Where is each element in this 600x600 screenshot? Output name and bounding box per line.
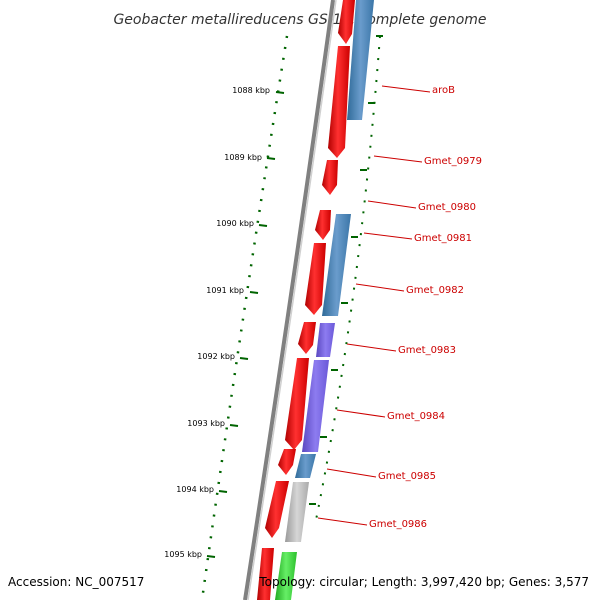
- tick-label: 1088 kbp: [232, 86, 270, 95]
- leader-line: [373, 155, 423, 163]
- gene-label: Gmet_0986: [369, 519, 427, 530]
- leader-line: [355, 283, 405, 292]
- cds-arrow: [338, 0, 355, 44]
- genome-summary-text: Topology: circular; Length: 3,997,420 bp…: [258, 575, 589, 589]
- gene-label: Gmet_0979: [424, 156, 482, 167]
- cog-segment-blue: [295, 454, 316, 478]
- cog-segment-purple: [316, 323, 335, 357]
- leader-line: [363, 232, 413, 240]
- leader-line: [326, 468, 377, 478]
- cog-segment-blue: [322, 214, 351, 316]
- accession-text: Accession: NC_007517: [8, 575, 144, 589]
- cds-arrow: [322, 160, 338, 195]
- cog-segment-gray: [285, 482, 309, 542]
- leader-line: [381, 85, 431, 93]
- map-title: Geobacter metallireducens GS-15, complet…: [113, 12, 486, 28]
- cog-ring: [275, 0, 374, 600]
- cds-ring: [257, 0, 355, 600]
- cog-segment-blue: [347, 0, 374, 120]
- tick-mark: [206, 555, 216, 558]
- gene-leaders: [317, 85, 431, 526]
- inner-ticks: [309, 35, 383, 505]
- cds-arrow: [257, 548, 274, 600]
- tick-label: 1094 kbp: [176, 485, 214, 494]
- tick-mark: [258, 224, 268, 227]
- cds-arrow: [298, 322, 316, 354]
- gene-label: Gmet_0984: [387, 411, 445, 422]
- tick-mark: [275, 91, 285, 94]
- cds-arrow: [328, 46, 350, 158]
- leader-line: [317, 517, 368, 526]
- gene-label: Gmet_0981: [414, 233, 472, 244]
- gene-labels: aroB Gmet_0979 Gmet_0980 Gmet_0981 Gmet_…: [369, 85, 482, 530]
- genome-backbone: [243, 0, 335, 600]
- leader-line: [367, 200, 417, 209]
- genome-backbone-highlight: [247, 0, 337, 600]
- tick-label: 1092 kbp: [197, 352, 235, 361]
- tick-mark: [239, 357, 249, 360]
- tick-label: 1089 kbp: [224, 153, 262, 162]
- tick-mark: [266, 157, 276, 160]
- cds-arrow: [285, 358, 309, 450]
- cog-segment-green: [275, 552, 297, 600]
- leader-line: [336, 409, 386, 418]
- gene-label: Gmet_0982: [406, 285, 464, 296]
- cds-arrow: [278, 449, 296, 475]
- tick-label: 1093 kbp: [187, 419, 225, 428]
- cds-arrow: [315, 210, 331, 240]
- gene-label: aroB: [432, 85, 455, 96]
- cog-segment-purple: [302, 360, 329, 452]
- gene-label: Gmet_0983: [398, 345, 456, 356]
- tick-label: 1095 kbp: [164, 550, 202, 559]
- gene-label: Gmet_0985: [378, 471, 436, 482]
- cds-arrow: [305, 243, 326, 315]
- scale-ticks: 1088 kbp 1089 kbp 1090 kbp 1091 kbp 1092…: [164, 86, 285, 559]
- tick-mark: [249, 291, 259, 294]
- tick-mark: [218, 490, 228, 493]
- inner-dotted-arc: [315, 35, 381, 521]
- cds-arrow: [265, 481, 289, 538]
- leader-line: [346, 343, 397, 352]
- tick-mark: [229, 424, 239, 427]
- tick-label: 1090 kbp: [216, 219, 254, 228]
- gene-label: Gmet_0980: [418, 202, 476, 213]
- tick-label: 1091 kbp: [206, 286, 244, 295]
